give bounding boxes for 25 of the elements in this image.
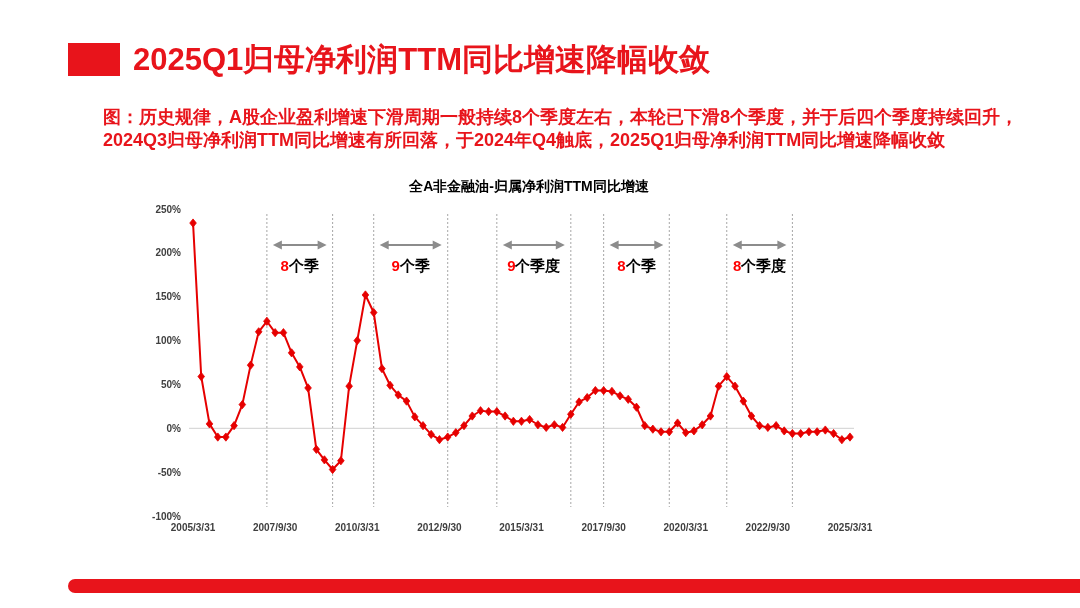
x-tick-label: 2012/9/30 — [417, 522, 463, 533]
y-tick-label: 100% — [155, 335, 182, 347]
x-tick-label: 2007/9/30 — [252, 522, 298, 533]
annotation: 8个季 — [280, 257, 319, 274]
chart-title: 2025Q1归母净利润TTM同比增速降幅收敛 — [133, 41, 711, 79]
y-tick-label: 50% — [160, 378, 182, 390]
y-tick-label: 200% — [155, 247, 182, 259]
x-tick-label: 2017/9/30 — [581, 522, 627, 533]
x-tick-label: 2025/3/31 — [827, 522, 873, 533]
text: 全A非金融油-归属净利润TTM同比增速 — [408, 178, 650, 194]
y-tick-label: 150% — [155, 291, 182, 303]
annotation: 9个季 — [391, 257, 430, 274]
x-tick-label: 2005/3/31 — [170, 522, 216, 533]
y-tick-label: -50% — [157, 466, 182, 478]
annotation: 9个季度 — [507, 257, 561, 274]
x-tick-label: 2022/9/30 — [745, 522, 791, 533]
annotation: 8个季 — [617, 257, 656, 274]
y-tick-label: 250% — [155, 203, 182, 215]
y-tick-label: -100% — [152, 510, 182, 522]
x-tick-label: 2015/3/31 — [499, 522, 545, 533]
y-tick-label: 0% — [166, 422, 182, 434]
x-tick-label: 2010/3/31 — [335, 522, 380, 533]
chart-subtitle: 图：历史规律，A股企业盈利增速下滑周期一般持续8个季度左右，本轮已下滑8个季度，并于后四个季度持续回升，2024Q3归母净利润TTM同比增速有所回落，于2024年Q4触底，2025Q1归母净利润TTM同比增速降幅收敛 — [103, 106, 1020, 152]
annotation: 8个季度 — [732, 257, 787, 274]
x-tick-label: 2020/3/31 — [663, 522, 709, 533]
